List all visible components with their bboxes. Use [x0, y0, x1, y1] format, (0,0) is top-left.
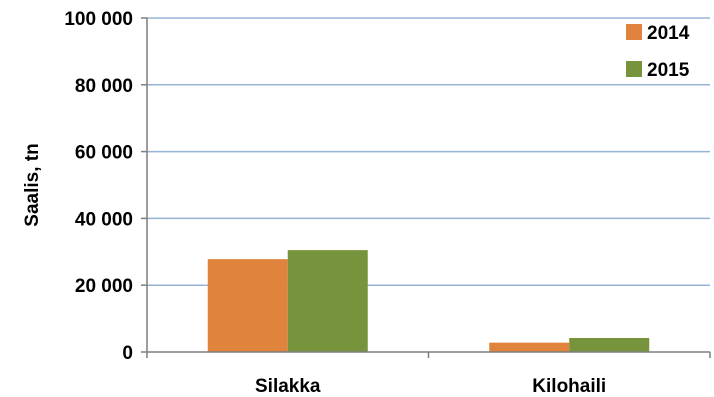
legend-label-2015: 2015: [647, 60, 690, 81]
x-tick-labels: Silakka Kilohaili: [255, 376, 606, 397]
y-axis-title: Saalis, tn: [22, 143, 43, 226]
bar-silakka-2014: [207, 259, 288, 352]
y-tick-label-3: 60 000: [75, 143, 133, 164]
legend-swatch-2014: [626, 24, 642, 40]
gridlines: [147, 17, 710, 286]
bars: [207, 250, 650, 352]
x-tick-label-silakka: Silakka: [255, 376, 321, 397]
y-tick-label-5: 100 000: [64, 9, 133, 30]
y-tick-label-2: 40 000: [75, 209, 133, 230]
y-tick-label-0: 0: [122, 343, 133, 364]
legend-label-2014: 2014: [647, 23, 690, 44]
legend: 2014 2015: [626, 23, 690, 81]
y-tick-label-1: 20 000: [75, 276, 133, 297]
axes: [141, 17, 711, 358]
legend-swatch-2015: [626, 61, 642, 77]
bar-kilohaili-2014: [489, 342, 570, 352]
bar-kilohaili-2015: [569, 337, 650, 352]
x-tick-label-kilohaili: Kilohaili: [532, 376, 606, 397]
y-tick-labels: 0 20 000 40 000 60 000 80 000 100 000: [64, 9, 133, 364]
bar-silakka-2015: [287, 250, 368, 352]
y-tick-label-4: 80 000: [75, 76, 133, 97]
